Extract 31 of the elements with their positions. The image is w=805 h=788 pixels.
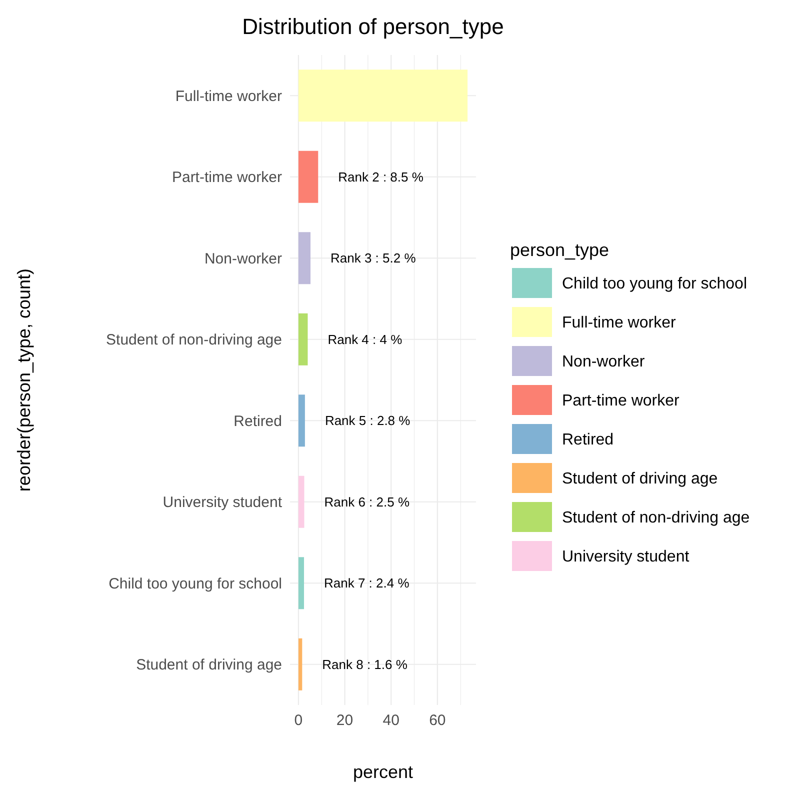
data-label: Rank 2 : 8.5 % <box>338 169 424 184</box>
data-label: Rank 7 : 2.4 % <box>324 576 410 591</box>
data-label: Rank 5 : 2.8 % <box>324 413 411 428</box>
data-label: Rank 6 : 2.5 % <box>324 494 410 510</box>
legend-label: Non-worker <box>562 354 646 371</box>
y-tick-label: University student <box>162 494 283 512</box>
data-label: Rank 4 : 4 % <box>328 332 403 347</box>
data-label: Rank 3 : 5.2 % <box>330 250 416 266</box>
x-tick-label: 20 <box>336 712 354 729</box>
legend-label: Student of driving age <box>562 470 718 488</box>
legend-label: Child too young for school <box>562 276 747 293</box>
y-tick-label: Retired <box>234 412 282 430</box>
x-tick-label: 60 <box>429 712 446 729</box>
y-tick-label: Non-worker <box>204 250 282 268</box>
legend-label: Retired <box>562 432 614 449</box>
legend-label: Part-time worker <box>562 392 680 410</box>
chart-title: Distribution of person_type <box>242 14 504 39</box>
y-tick-label: Full-time worker <box>175 88 282 105</box>
x-tick-label: 0 <box>294 712 303 729</box>
x-axis-title: percent <box>352 762 414 782</box>
data-label: Rank 8 : 1.6 % <box>322 656 408 672</box>
y-tick-label: Part-time worker <box>172 169 282 186</box>
legend-title: person_type <box>510 240 610 260</box>
legend-label: Student of non-driving age <box>562 510 750 527</box>
y-tick-label: Student of driving age <box>136 656 282 674</box>
y-tick-label: Child too young for school <box>108 575 282 592</box>
y-axis-title: reorder(person_type, count) <box>14 268 34 492</box>
y-tick-label: Student of non-driving age <box>106 332 282 349</box>
legend-label: Full-time worker <box>562 314 676 332</box>
x-tick-label: 40 <box>382 712 400 729</box>
legend-label: University student <box>562 548 690 566</box>
